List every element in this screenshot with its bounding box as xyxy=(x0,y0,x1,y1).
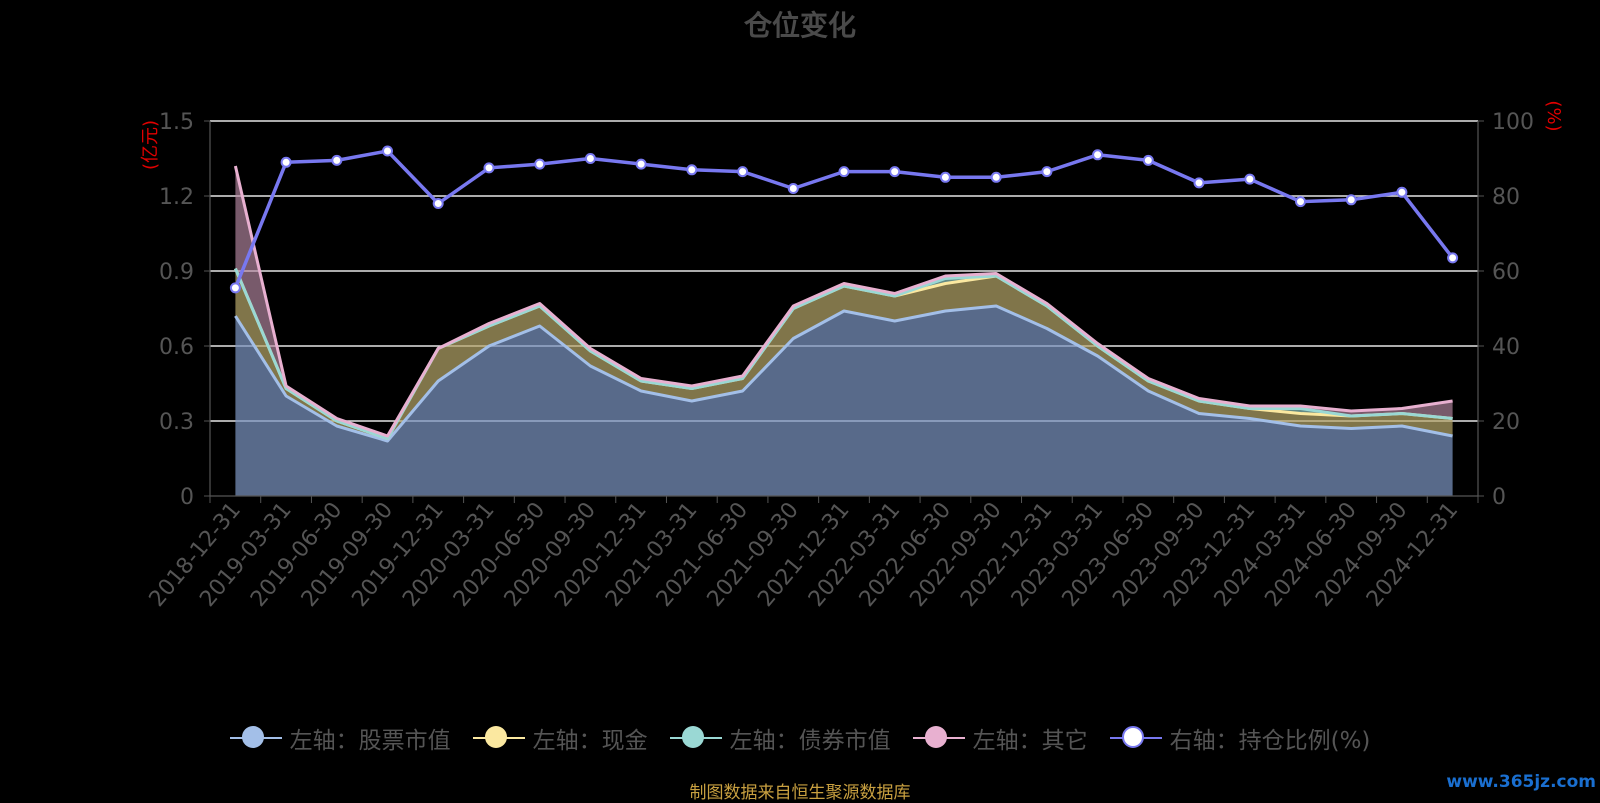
legend-marker-icon xyxy=(472,724,525,752)
legend-label: 左轴：债券市值 xyxy=(729,728,891,754)
holding-ratio-point[interactable] xyxy=(939,171,951,183)
holding-ratio-point[interactable] xyxy=(584,153,596,164)
left-tick-label: 0.9 xyxy=(159,260,194,285)
legend-label: 左轴：现金 xyxy=(532,728,648,754)
legend: 左轴：股票市值 左轴：现金 左轴：债券市值 左轴：其它 右轴：持仓比例(%) xyxy=(0,718,1600,758)
legend-item[interactable]: 右轴：持仓比例(%) xyxy=(1109,721,1371,755)
holding-ratio-point[interactable] xyxy=(1295,196,1306,208)
holding-ratio-point[interactable] xyxy=(534,158,546,170)
right-tick-label: 40 xyxy=(1492,335,1520,360)
right-tick-label: 80 xyxy=(1492,185,1520,210)
holding-ratio-point[interactable] xyxy=(990,171,1002,183)
left-tick-label: 1.2 xyxy=(159,185,194,210)
holding-ratio-point[interactable] xyxy=(1447,252,1459,264)
holding-ratio-point[interactable] xyxy=(1142,154,1154,166)
holding-ratio-point[interactable] xyxy=(280,156,292,168)
legend-label: 右轴：持仓比例(%) xyxy=(1169,728,1371,754)
left-tick-label: 0 xyxy=(180,485,194,510)
right-tick-label: 20 xyxy=(1492,410,1520,435)
right-axis-name: (%) xyxy=(1543,100,1564,131)
holding-ratio-point[interactable] xyxy=(1041,166,1053,178)
holding-ratio-point[interactable] xyxy=(1244,173,1256,185)
legend-marker-icon xyxy=(229,724,282,752)
data-source-note: 制图数据来自恒生聚源数据库 xyxy=(689,783,911,803)
right-tick-label: 60 xyxy=(1492,260,1520,285)
holding-ratio-point[interactable] xyxy=(787,183,799,194)
position-change-chart: 00.30.60.91.21.50204060801002018-12-3120… xyxy=(140,100,1564,611)
holding-ratio-point[interactable] xyxy=(1092,149,1104,161)
area-fill-4 xyxy=(235,166,1453,439)
holding-ratio-point[interactable] xyxy=(635,158,647,170)
chart-title: 仓位变化 xyxy=(743,9,856,42)
holding-ratio-point[interactable] xyxy=(1193,177,1205,189)
holding-ratio-point[interactable] xyxy=(1345,194,1357,206)
legend-item[interactable]: 左轴：股票市值 xyxy=(229,721,451,755)
area-line-4 xyxy=(233,165,1453,438)
legend-item[interactable]: 左轴：其它 xyxy=(912,721,1088,755)
area-line-1 xyxy=(234,304,1453,443)
left-axis-name: (亿元) xyxy=(140,120,161,170)
legend-marker-icon xyxy=(669,724,722,752)
area-fill-1 xyxy=(235,306,1453,496)
holding-ratio-point[interactable] xyxy=(382,145,393,157)
holding-ratio-point[interactable] xyxy=(686,164,698,176)
watermark: www.365jz.com xyxy=(1446,772,1596,792)
holding-ratio-point[interactable] xyxy=(331,154,343,166)
legend-marker-icon xyxy=(912,724,965,752)
legend-label: 左轴：其它 xyxy=(972,728,1088,754)
holding-ratio-point[interactable] xyxy=(838,166,850,178)
left-tick-label: 0.3 xyxy=(159,410,194,435)
left-tick-label: 0.6 xyxy=(159,335,194,360)
left-tick-label: 1.5 xyxy=(159,110,194,135)
legend-marker-icon xyxy=(1109,724,1162,752)
holding-ratio-point[interactable] xyxy=(737,166,749,178)
area-fill-2 xyxy=(235,268,1453,441)
legend-label: 左轴：股票市值 xyxy=(289,728,451,754)
holding-ratio-point[interactable] xyxy=(1396,186,1408,198)
legend-item[interactable]: 左轴：债券市值 xyxy=(669,721,891,755)
holding-ratio-point[interactable] xyxy=(483,162,495,174)
area-series xyxy=(233,165,1453,496)
right-tick-label: 0 xyxy=(1492,485,1506,510)
right-tick-label: 100 xyxy=(1492,110,1534,135)
holding-ratio-point[interactable] xyxy=(889,166,901,178)
holding-ratio-point[interactable] xyxy=(432,198,444,209)
holding-ratio-point[interactable] xyxy=(229,282,241,294)
line-series xyxy=(229,145,1459,294)
legend-item[interactable]: 左轴：现金 xyxy=(472,721,648,755)
